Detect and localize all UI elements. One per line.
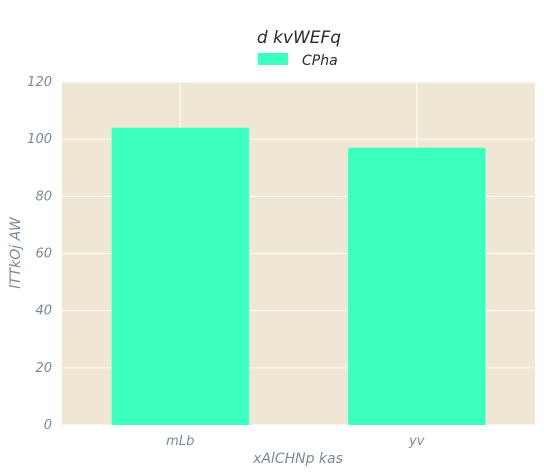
legend: CPha — [258, 53, 338, 69]
y-axis-ticks: 0 20 40 60 80 100 120 — [27, 75, 52, 433]
y-tick-label: 120 — [27, 75, 52, 90]
bar-mLb — [111, 127, 249, 425]
legend-label-0: CPha — [302, 53, 338, 69]
y-tick-label: 80 — [35, 189, 52, 204]
bars — [111, 127, 486, 425]
legend-swatch-0 — [258, 53, 288, 65]
chart-title: d kvWEFq — [257, 28, 341, 48]
y-tick-label: 60 — [35, 247, 52, 262]
x-axis-label: xAlCHNp kas — [252, 451, 343, 467]
y-tick-label: 100 — [27, 132, 52, 147]
y-tick-label: 20 — [35, 361, 52, 376]
y-axis-label: lTTkOj AW — [8, 216, 24, 289]
x-tick-label: mLb — [166, 434, 194, 449]
y-tick-label: 40 — [35, 304, 52, 319]
bar-yv — [348, 147, 486, 425]
x-tick-label: yv — [408, 434, 425, 449]
x-axis-ticks: mLb yv — [166, 434, 425, 449]
y-tick-label: 0 — [44, 418, 52, 433]
